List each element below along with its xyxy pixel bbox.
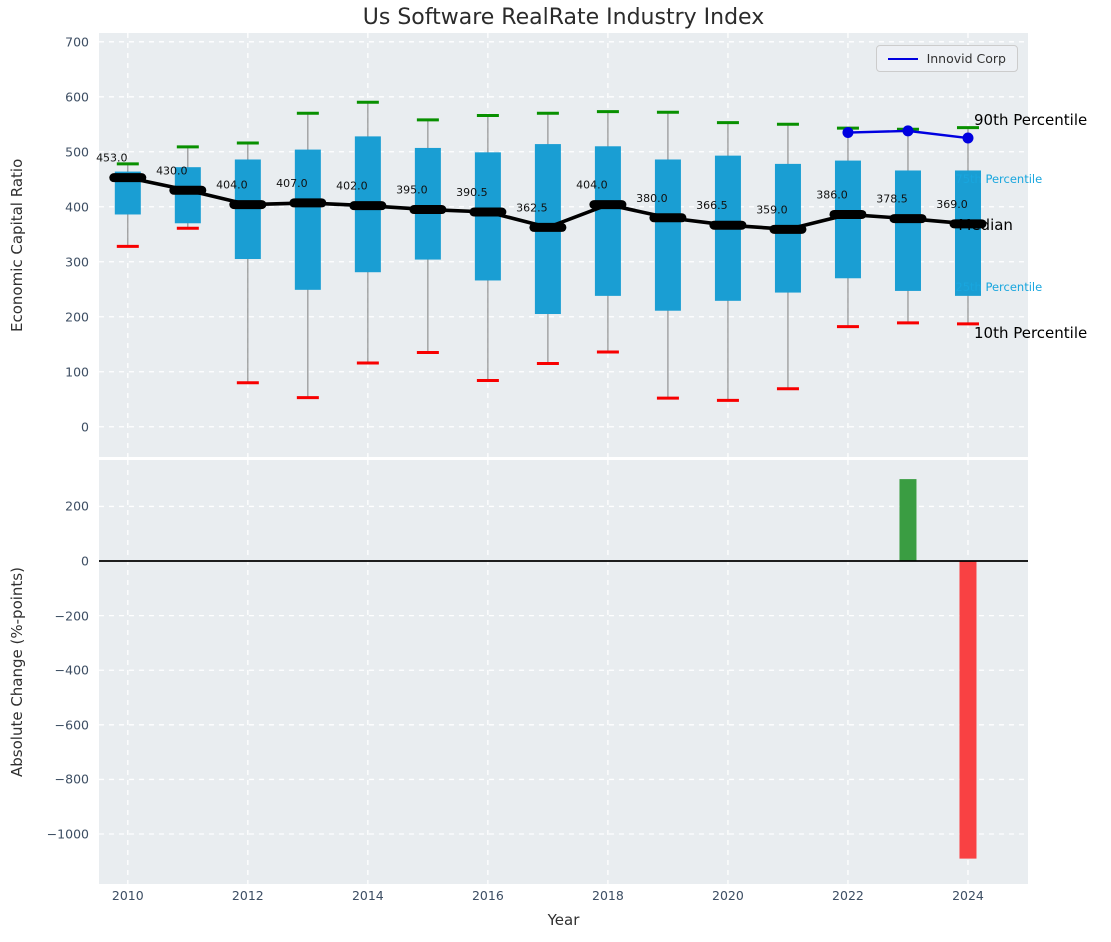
bottom-ytick-minus-600: −600: [54, 717, 89, 733]
xtick-2024: 2024: [952, 888, 984, 903]
change-bar-2023: [899, 479, 917, 562]
median-value-label-2012: 404.0: [216, 179, 248, 192]
iqr-box-2022: [834, 160, 861, 279]
chart-title: Us Software RealRate Industry Index: [362, 5, 765, 30]
annotation-75th-percentile: 75th Percentile: [955, 171, 1043, 186]
median-value-label-2021: 359.0: [756, 203, 788, 216]
median-value-label-2022: 386.0: [816, 188, 848, 201]
median-value-label-2018: 404.0: [576, 179, 608, 192]
iqr-box-2011: [174, 167, 201, 224]
bottom-ytick-minus-1000: −1000: [46, 826, 89, 842]
xtick-2012: 2012: [231, 888, 264, 903]
annotation-90th-percentile: 90th Percentile: [973, 110, 1088, 129]
xtick-2022: 2022: [832, 888, 864, 903]
median-value-label-2010: 453.0: [96, 152, 128, 165]
iqr-box-2013: [294, 149, 321, 290]
median-value-label-2024: 369.0: [936, 198, 968, 211]
median-value-label-2017: 362.5: [516, 201, 548, 214]
top-ytick-600: 600: [65, 89, 89, 105]
median-value-label-2020: 366.5: [696, 199, 728, 212]
boxplot-canvas: 453.0 430.0 404.0 407.0 402.0 395.0 390.5 362.5…: [96, 33, 1028, 457]
median-value-label-2023: 378.5: [876, 193, 908, 206]
xtick-2018: 2018: [592, 888, 624, 903]
xtick-2020: 2020: [712, 888, 744, 903]
legend-label: Innovid Corp: [926, 51, 1006, 66]
innovid-corp-point-2024: [962, 132, 974, 144]
median-value-label-2019: 380.0: [636, 192, 668, 205]
xtick-2016: 2016: [471, 888, 504, 903]
innovid-corp-point-2022: [842, 127, 854, 139]
top-panel: 453.0 430.0 404.0 407.0 402.0 395.0 390.5 362.5…: [96, 33, 1028, 457]
median-value-label-2016: 390.5: [456, 186, 488, 199]
top-ytick-500: 500: [65, 144, 89, 160]
top-ytick-400: 400: [65, 199, 89, 215]
annotation-median: Median: [958, 215, 1013, 234]
top-ytick-300: 300: [65, 254, 89, 270]
iqr-box-2018: [594, 146, 621, 296]
change-bar-2024: [959, 561, 977, 859]
x-axis-label: Year: [547, 911, 580, 929]
bottom-ytick-minus-200: −200: [54, 608, 89, 624]
median-value-label-2015: 395.0: [396, 184, 428, 197]
annotation-25th-percentile: 25th Percentile: [955, 279, 1043, 294]
xtick-2014: 2014: [351, 888, 384, 903]
bottom-ytick-minus-800: −800: [54, 771, 89, 787]
xtick-2010: 2010: [111, 888, 144, 903]
median-value-label-2014: 402.0: [336, 180, 368, 193]
bottom-ytick-200: 200: [65, 498, 89, 514]
median-value-label-2013: 407.0: [276, 177, 308, 190]
bottom-ytick-0: 0: [81, 553, 89, 569]
iqr-box-2024: [954, 170, 981, 296]
top-ytick-700: 700: [65, 34, 89, 50]
legend-line-swatch: [887, 57, 918, 60]
median-value-label-2011: 430.0: [156, 164, 188, 177]
iqr-box-2023: [894, 170, 921, 291]
bottom-ytick-minus-400: −400: [54, 662, 89, 678]
legend: Innovid Corp: [875, 45, 1018, 72]
iqr-box-2019: [654, 159, 681, 311]
bottom-panel: [99, 460, 1028, 884]
innovid-corp-point-2023: [902, 125, 914, 137]
top-ytick-200: 200: [65, 309, 89, 325]
bar-chart-canvas: [99, 460, 1028, 884]
iqr-box-2015: [414, 147, 441, 260]
top-ytick-0: 0: [81, 419, 89, 435]
annotation-10th-percentile: 10th Percentile: [973, 323, 1088, 342]
iqr-box-2012: [234, 159, 261, 260]
top-ytick-100: 100: [65, 364, 89, 380]
